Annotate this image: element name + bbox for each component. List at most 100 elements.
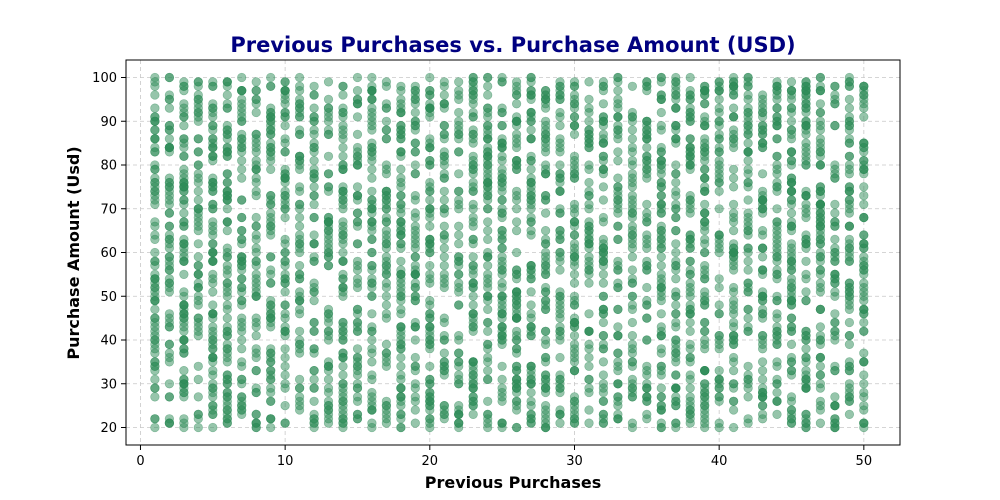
scatter-point xyxy=(165,275,174,284)
scatter-point xyxy=(237,213,246,222)
scatter-point xyxy=(266,397,275,406)
scatter-point xyxy=(397,183,406,192)
scatter-point xyxy=(729,296,738,305)
scatter-point xyxy=(599,292,608,301)
scatter-point xyxy=(700,156,709,165)
scatter-point xyxy=(599,165,608,174)
scatter-point xyxy=(498,196,507,205)
scatter-point xyxy=(729,135,738,144)
scatter-point xyxy=(643,366,652,375)
scatter-point xyxy=(281,213,290,222)
scatter-point xyxy=(324,384,333,393)
scatter-point xyxy=(686,305,695,314)
scatter-point xyxy=(802,95,811,104)
y-tick-label: 70 xyxy=(100,202,117,217)
scatter-point xyxy=(599,100,608,109)
scatter-point xyxy=(295,292,304,301)
scatter-point xyxy=(266,301,275,310)
scatter-point xyxy=(266,191,275,200)
scatter-point xyxy=(758,253,767,262)
scatter-point xyxy=(194,161,203,170)
scatter-point xyxy=(426,279,435,288)
scatter-point xyxy=(860,113,869,122)
scatter-point xyxy=(585,130,594,139)
scatter-point xyxy=(180,257,189,266)
scatter-point xyxy=(281,78,290,87)
scatter-point xyxy=(831,393,840,402)
scatter-point xyxy=(180,135,189,144)
scatter-point xyxy=(729,331,738,340)
scatter-point xyxy=(787,222,796,231)
scatter-point xyxy=(845,279,854,288)
scatter-point xyxy=(585,143,594,152)
scatter-point xyxy=(700,397,709,406)
scatter-point xyxy=(440,401,449,410)
scatter-point xyxy=(556,331,565,340)
scatter-point xyxy=(758,366,767,375)
scatter-point xyxy=(209,257,218,266)
scatter-point xyxy=(310,183,319,192)
scatter-point xyxy=(628,117,637,126)
scatter-point xyxy=(382,135,391,144)
scatter-point xyxy=(802,296,811,305)
scatter-point xyxy=(266,279,275,288)
scatter-point xyxy=(686,117,695,126)
scatter-point xyxy=(426,205,435,214)
scatter-point xyxy=(614,156,623,165)
scatter-point xyxy=(266,156,275,165)
scatter-point xyxy=(223,345,232,354)
scatter-point xyxy=(715,205,724,214)
scatter-point xyxy=(353,161,362,170)
scatter-point xyxy=(440,244,449,253)
scatter-point xyxy=(368,235,377,244)
scatter-point xyxy=(209,331,218,340)
scatter-point xyxy=(295,152,304,161)
scatter-point xyxy=(223,196,232,205)
scatter-point xyxy=(599,270,608,279)
scatter-point xyxy=(454,108,463,117)
scatter-point xyxy=(151,235,160,244)
scatter-point xyxy=(397,174,406,183)
scatter-point xyxy=(527,178,536,187)
scatter-point xyxy=(440,161,449,170)
scatter-point xyxy=(570,292,579,301)
scatter-point xyxy=(483,261,492,270)
scatter-point xyxy=(831,310,840,319)
scatter-point xyxy=(411,108,420,117)
scatter-point xyxy=(368,113,377,122)
scatter-point xyxy=(541,257,550,266)
scatter-point xyxy=(469,310,478,319)
scatter-point xyxy=(281,139,290,148)
scatter-point xyxy=(816,266,825,275)
scatter-point xyxy=(310,327,319,336)
scatter-point xyxy=(787,366,796,375)
scatter-point xyxy=(180,121,189,130)
scatter-point xyxy=(758,139,767,148)
scatter-point xyxy=(773,86,782,95)
scatter-point xyxy=(758,126,767,135)
scatter-point xyxy=(787,148,796,157)
scatter-point xyxy=(512,327,521,336)
scatter-point xyxy=(556,266,565,275)
scatter-point xyxy=(686,410,695,419)
scatter-point xyxy=(744,213,753,222)
scatter-point xyxy=(816,323,825,332)
scatter-point xyxy=(527,191,536,200)
scatter-point xyxy=(440,253,449,262)
scatter-point xyxy=(180,366,189,375)
scatter-point xyxy=(151,305,160,314)
scatter-point xyxy=(310,345,319,354)
scatter-point xyxy=(773,380,782,389)
scatter-point xyxy=(180,170,189,179)
scatter-point xyxy=(556,148,565,157)
scatter-point xyxy=(454,349,463,358)
scatter-point xyxy=(657,401,666,410)
scatter-point xyxy=(426,135,435,144)
scatter-point xyxy=(527,205,536,214)
scatter-point xyxy=(599,371,608,380)
scatter-point xyxy=(237,235,246,244)
scatter-point xyxy=(845,288,854,297)
scatter-point xyxy=(426,397,435,406)
scatter-point xyxy=(860,200,869,209)
scatter-point xyxy=(382,301,391,310)
